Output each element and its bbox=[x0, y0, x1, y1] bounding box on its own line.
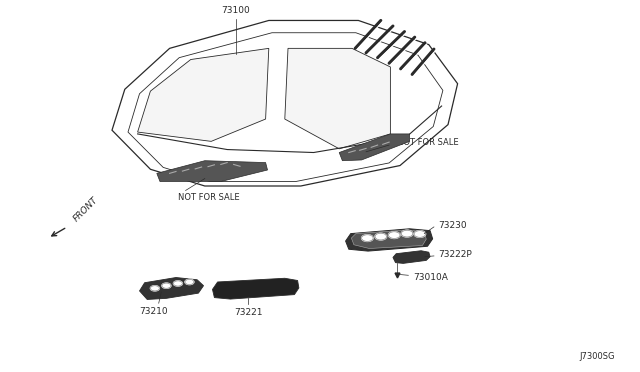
Text: 73221: 73221 bbox=[234, 308, 262, 317]
Text: NOT FOR SALE: NOT FOR SALE bbox=[178, 193, 239, 202]
Circle shape bbox=[162, 283, 171, 288]
Polygon shape bbox=[112, 20, 458, 186]
Circle shape bbox=[150, 286, 159, 291]
Text: 73222P: 73222P bbox=[438, 250, 472, 259]
Polygon shape bbox=[140, 278, 204, 299]
Text: 73210: 73210 bbox=[140, 307, 168, 316]
Circle shape bbox=[414, 231, 426, 237]
Circle shape bbox=[375, 233, 387, 240]
Polygon shape bbox=[212, 278, 299, 299]
Circle shape bbox=[401, 230, 413, 237]
Circle shape bbox=[388, 232, 400, 238]
Text: 73230: 73230 bbox=[438, 221, 467, 230]
Circle shape bbox=[185, 279, 194, 285]
Polygon shape bbox=[393, 251, 430, 263]
Text: 73010A: 73010A bbox=[413, 273, 447, 282]
Text: NOT FOR SALE: NOT FOR SALE bbox=[397, 138, 458, 147]
Polygon shape bbox=[138, 48, 269, 141]
Polygon shape bbox=[285, 48, 390, 149]
Polygon shape bbox=[157, 161, 268, 182]
Circle shape bbox=[173, 281, 182, 286]
Text: J7300SG: J7300SG bbox=[579, 352, 614, 361]
Text: FRONT: FRONT bbox=[72, 195, 100, 223]
Polygon shape bbox=[351, 230, 426, 248]
Text: 73100: 73100 bbox=[221, 6, 250, 15]
Polygon shape bbox=[339, 134, 410, 161]
Circle shape bbox=[362, 235, 373, 241]
Polygon shape bbox=[346, 229, 433, 251]
